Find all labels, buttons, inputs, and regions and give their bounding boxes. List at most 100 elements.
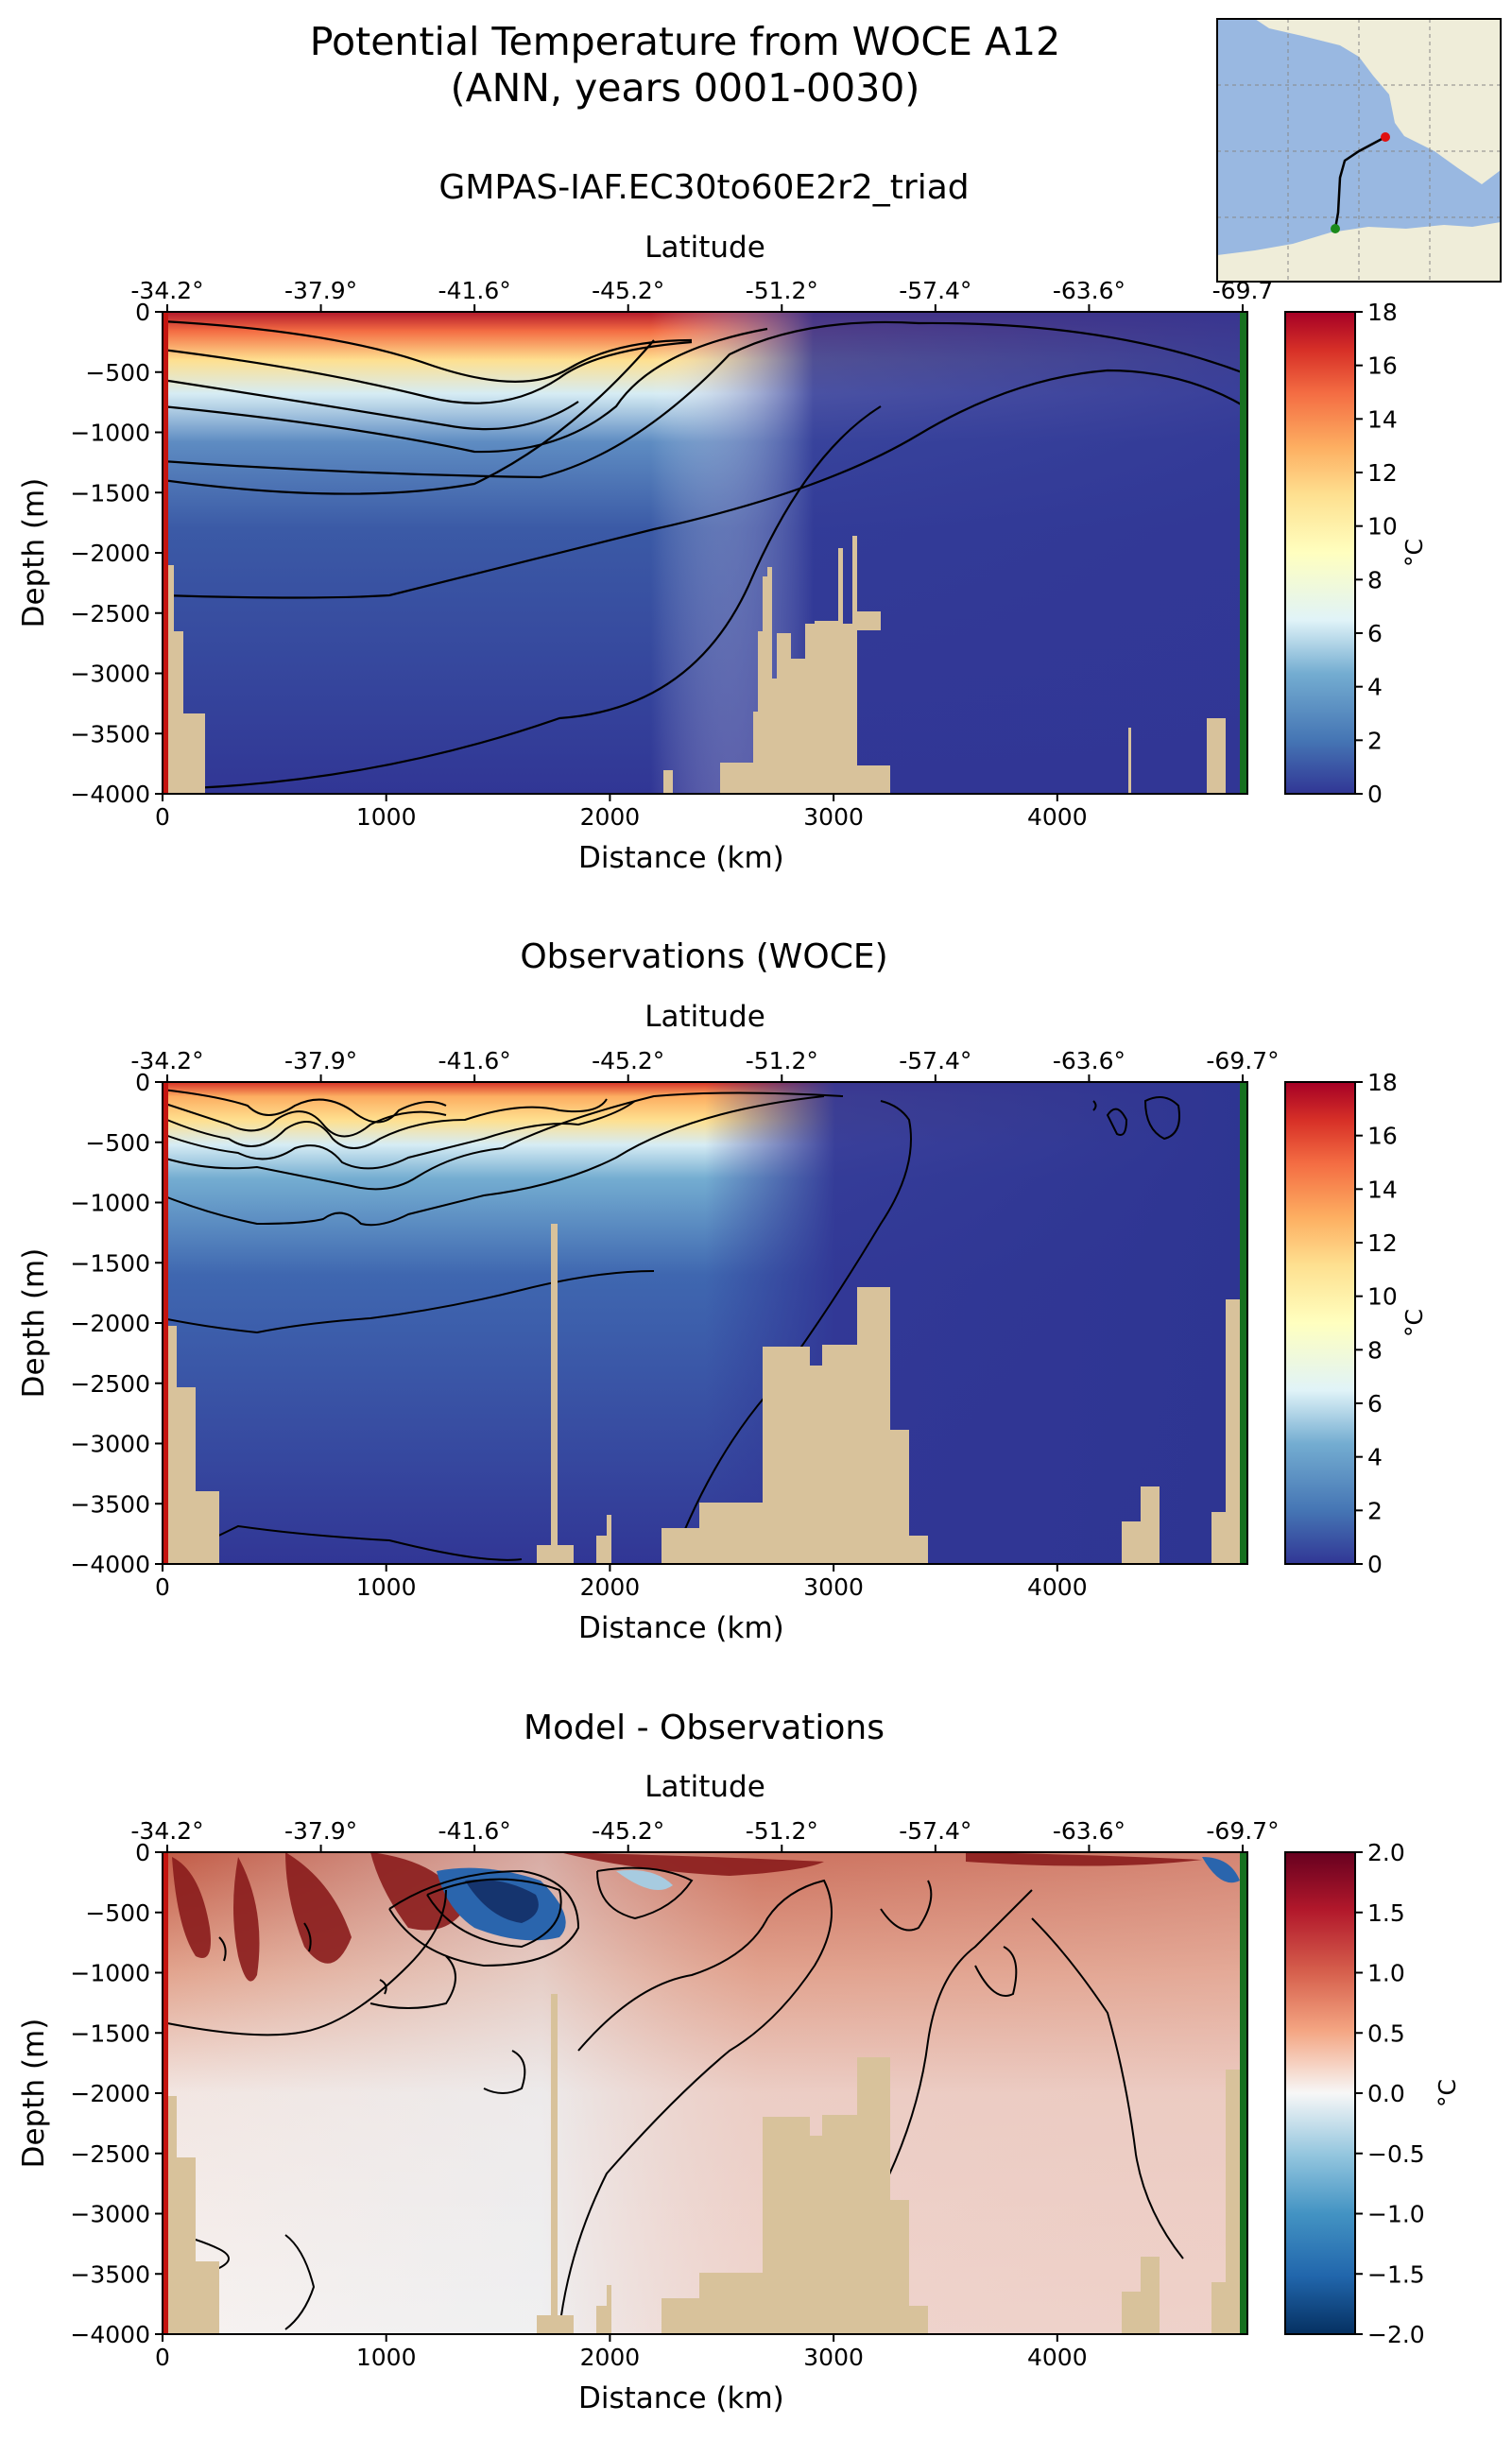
colorbar2-tick-label: 4 bbox=[1367, 1444, 1383, 1471]
colorbar2-tick-label: 14 bbox=[1367, 1176, 1398, 1203]
panel2-title: Observations (WOCE) bbox=[520, 937, 888, 976]
panel3-lat-tick-label: -34.2° bbox=[130, 1817, 203, 1845]
panel1-field bbox=[163, 312, 1247, 794]
panel1-xtick-label: 1000 bbox=[356, 803, 417, 831]
panel3-ytick-label: −4000 bbox=[70, 2321, 150, 2348]
panel1-ytick-label: −3500 bbox=[70, 720, 150, 747]
panel2-ytick-label: −2500 bbox=[70, 1370, 150, 1398]
panel1-ytick-label: −1500 bbox=[70, 479, 150, 507]
panel3-lat-tick-label: -69.7° bbox=[1206, 1817, 1279, 1845]
panel3-xtick-label: 0 bbox=[155, 2344, 170, 2371]
colorbar1-tick-label: 14 bbox=[1367, 405, 1398, 433]
panel3-xtick-label: 3000 bbox=[803, 2344, 864, 2371]
panel3-ytick-label: −1000 bbox=[70, 1960, 150, 1987]
panel3-ytick-label: −3500 bbox=[70, 2260, 150, 2288]
panel2-lat-tick-label: -51.2° bbox=[746, 1047, 818, 1074]
colorbar3-tick-label: 1.0 bbox=[1367, 1960, 1405, 1987]
panel1-lat-tick-label: -63.6° bbox=[1053, 277, 1125, 304]
panel1-ytick-label: −2500 bbox=[70, 600, 150, 627]
panel1-ytick-label: −4000 bbox=[70, 781, 150, 808]
panel3-field bbox=[163, 1852, 1247, 2334]
colorbar1-tick-label: 12 bbox=[1367, 459, 1398, 487]
panel2-ytick-label: −1500 bbox=[70, 1249, 150, 1277]
panel1-bathymetry bbox=[163, 536, 1226, 794]
colorbar2-tick-label: 16 bbox=[1367, 1123, 1398, 1150]
panel1-lat-tick-label: -45.2° bbox=[592, 277, 664, 304]
panel2-ytick-label: −3000 bbox=[70, 1431, 150, 1458]
panel1-ytick-label: −2000 bbox=[70, 540, 150, 567]
panel3-ytick-label: −3000 bbox=[70, 2201, 150, 2228]
colorbar3-tick-label: 0.0 bbox=[1367, 2080, 1405, 2107]
colorbar2-tick-label: 6 bbox=[1367, 1390, 1383, 1418]
colorbar2-tick-label: 8 bbox=[1367, 1336, 1383, 1364]
panel3-ytick-label: −1500 bbox=[70, 2019, 150, 2047]
panel2-lat-tick-label: -41.6° bbox=[438, 1047, 511, 1074]
panel1-lat-tick-label: -37.9° bbox=[284, 277, 357, 304]
colorbar1-tick-label: 10 bbox=[1367, 513, 1398, 541]
panel3-xlabel: Distance (km) bbox=[578, 2381, 784, 2415]
colorbar1-tick-label: 4 bbox=[1367, 674, 1383, 701]
panel1-ylabel: Depth (m) bbox=[17, 477, 51, 628]
colorbar1-label: °C bbox=[1400, 539, 1428, 567]
panel1-xtick-label: 0 bbox=[155, 803, 170, 831]
panel2-xlabel: Distance (km) bbox=[578, 1611, 784, 1645]
panel2-xtick-label: 2000 bbox=[580, 1573, 641, 1601]
panel3-lat-tick-label: -63.6° bbox=[1053, 1817, 1125, 1845]
panel2-lat-tick-label: -34.2° bbox=[130, 1047, 203, 1074]
panel1-lat-tick-label: -69.7 bbox=[1212, 277, 1274, 304]
colorbar3-tick-label: 0.5 bbox=[1367, 2019, 1405, 2047]
panel2-field bbox=[163, 1082, 1247, 1564]
panel1-lat-tick-label: -57.4° bbox=[899, 277, 971, 304]
colorbar-panel1 bbox=[1284, 311, 1356, 795]
colorbar1-tick-label: 6 bbox=[1367, 620, 1383, 647]
panel2-ytick-label: −3500 bbox=[70, 1490, 150, 1518]
panel3-ytick-label: −2000 bbox=[70, 2080, 150, 2107]
colorbar3-tick-label: 1.5 bbox=[1367, 1899, 1405, 1927]
colorbar-panel3 bbox=[1284, 1851, 1356, 2335]
panel1-xtick-label: 2000 bbox=[580, 803, 641, 831]
colorbar2-label: °C bbox=[1400, 1309, 1428, 1337]
panel2-xtick-label: 4000 bbox=[1027, 1573, 1088, 1601]
colorbar1-tick-label: 0 bbox=[1367, 781, 1383, 808]
panel2-field-south-overlay bbox=[163, 1082, 1247, 1564]
panel2-xtick-label: 1000 bbox=[356, 1573, 417, 1601]
colorbar1-tick-label: 8 bbox=[1367, 566, 1383, 593]
panel2-bathymetry bbox=[163, 1224, 1240, 1564]
panel1-ytick-label: −1000 bbox=[70, 420, 150, 447]
colorbar2-tick-label: 18 bbox=[1367, 1069, 1398, 1096]
panel3-ylabel: Depth (m) bbox=[17, 2018, 51, 2169]
colorbar3-tick-label: −0.5 bbox=[1367, 2140, 1425, 2168]
panel3-bathymetry bbox=[163, 1994, 1240, 2334]
panel2-ytick-label: −2000 bbox=[70, 1310, 150, 1337]
colorbar2-tick-label: 12 bbox=[1367, 1229, 1398, 1257]
panel1-contours bbox=[162, 319, 1246, 791]
colorbar2-tick-label: 2 bbox=[1367, 1497, 1383, 1524]
panel1-lat-tick-label: -41.6° bbox=[438, 277, 511, 304]
panel3-field-overlay bbox=[163, 1852, 1247, 2334]
panel1-xtick-label: 4000 bbox=[1027, 803, 1088, 831]
colorbar3-tick-label: −2.0 bbox=[1367, 2321, 1425, 2348]
panel3-lat-tick-label: -37.9° bbox=[284, 1817, 357, 1845]
inset-map-end-marker bbox=[1331, 224, 1340, 233]
panel2-xtick-label: 0 bbox=[155, 1573, 170, 1601]
figure-title-line1: Potential Temperature from WOCE A12 bbox=[309, 19, 1061, 64]
colorbar2-tick-label: 10 bbox=[1367, 1283, 1398, 1311]
panel2-contours bbox=[162, 1089, 1180, 1561]
panel1-title: GMPAS-IAF.EC30to60E2r2_triad bbox=[438, 168, 970, 207]
colorbar3-tick-label: −1.0 bbox=[1367, 2201, 1425, 2228]
inset-map-start-marker bbox=[1381, 132, 1390, 142]
panel1-lat-tick-label: -34.2° bbox=[130, 277, 203, 304]
panel1-ytick-label: −3000 bbox=[70, 661, 150, 688]
colorbar3-tick-label: −1.5 bbox=[1367, 2260, 1425, 2288]
colorbar1-tick-label: 2 bbox=[1367, 727, 1383, 754]
panel2-lat-tick-label: -57.4° bbox=[899, 1047, 971, 1074]
panel3-ytick-label: −2500 bbox=[70, 2140, 150, 2168]
panel1-ytick-label: 0 bbox=[135, 299, 150, 326]
inset-map-madagascar bbox=[1465, 76, 1486, 123]
panel2-lat-tick-label: -45.2° bbox=[592, 1047, 664, 1074]
colorbar2-tick-label: 0 bbox=[1367, 1551, 1383, 1578]
panel3-title: Model - Observations bbox=[524, 1709, 885, 1747]
